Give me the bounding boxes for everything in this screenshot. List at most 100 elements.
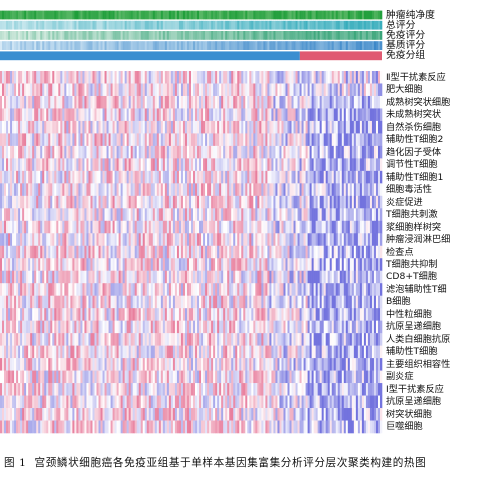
- heatmap-cell: [96, 245, 99, 259]
- heatmap-cell: [76, 270, 79, 284]
- annotation-cell: [259, 41, 262, 50]
- heatmap-cell: [114, 220, 117, 234]
- heatmap-cell: [36, 170, 39, 184]
- heatmap-cell: [221, 258, 224, 272]
- heatmap-cell: [337, 108, 341, 122]
- heatmap-cell: [249, 145, 252, 159]
- heatmap-cell: [335, 170, 339, 184]
- heatmap-cell: [205, 295, 208, 309]
- heatmap-cell: [18, 95, 21, 109]
- annotation-cell: [132, 31, 136, 40]
- heatmap-cell: [30, 170, 33, 184]
- heatmap-cell: [166, 158, 170, 172]
- annotation-cell: [379, 31, 383, 40]
- heatmap-cell: [166, 108, 170, 122]
- heatmap-cell: [331, 320, 335, 334]
- heatmap-cell: [8, 295, 11, 309]
- heatmap-cell: [182, 145, 186, 159]
- heatmap-cell: [269, 71, 272, 84]
- heatmap-cell: [369, 133, 373, 147]
- heatmap-cell: [353, 220, 357, 234]
- heatmap-cell: [347, 83, 351, 97]
- heatmap-cell: [261, 95, 264, 109]
- annotation-cell: [359, 41, 363, 50]
- heatmap-cell: [8, 270, 11, 284]
- annotation-cell: [26, 20, 29, 30]
- heatmap-cell: [42, 333, 45, 346]
- heatmap-cell: [351, 320, 355, 334]
- heatmap-cell: [112, 83, 115, 97]
- annotation-cell: [68, 10, 71, 20]
- heatmap-cell: [26, 308, 29, 321]
- heatmap-cell: [84, 95, 87, 109]
- heatmap-cell: [60, 245, 63, 259]
- heatmap-cell: [367, 208, 371, 222]
- heatmap-cell: [126, 133, 129, 147]
- heatmap-cell: [36, 220, 39, 234]
- annotation-cell: [283, 41, 286, 50]
- heatmap-cell: [132, 120, 136, 134]
- heatmap-cell: [307, 133, 310, 147]
- heatmap-cell: [199, 258, 202, 272]
- heatmap-cell: [132, 283, 136, 296]
- heatmap-cell: [136, 158, 140, 172]
- heatmap-cell: [319, 320, 322, 334]
- heatmap-cell: [215, 295, 218, 309]
- heatmap-cell: [287, 170, 290, 184]
- annotation-cell: [223, 31, 226, 40]
- heatmap-cell: [76, 95, 79, 109]
- heatmap-cell: [307, 220, 310, 234]
- heatmap-cell: [4, 345, 7, 359]
- heatmap-cell: [325, 283, 329, 296]
- heatmap-cell: [22, 295, 25, 309]
- heatmap-cell: [168, 170, 172, 184]
- heatmap-cell: [182, 208, 186, 222]
- heatmap-cell: [355, 158, 359, 172]
- heatmap-cell: [313, 320, 316, 334]
- heatmap-cell: [62, 245, 65, 259]
- heatmap-cell: [178, 71, 182, 84]
- heatmap-cell: [108, 120, 111, 134]
- heatmap-cell: [207, 120, 210, 134]
- heatmap-cell: [355, 183, 359, 197]
- annotation-cell: [12, 31, 15, 40]
- heatmap-cell: [379, 95, 383, 109]
- heatmap-cell: [92, 145, 95, 159]
- heatmap-cell: [84, 233, 87, 247]
- heatmap-cell: [361, 270, 365, 284]
- heatmap-cell: [239, 133, 242, 147]
- heatmap-cell: [319, 120, 322, 134]
- heatmap-cell: [84, 220, 87, 234]
- heatmap-cell: [233, 108, 236, 122]
- heatmap-cell: [154, 195, 158, 209]
- heatmap-cell: [215, 270, 218, 284]
- heatmap-cell: [201, 258, 204, 272]
- heatmap-cell: [363, 258, 367, 272]
- heatmap-cell: [160, 183, 164, 197]
- heatmap-cell: [361, 183, 365, 197]
- heatmap-cell: [94, 108, 97, 122]
- heatmap-cell: [365, 170, 369, 184]
- annotation-cell: [235, 20, 238, 30]
- annotation-cell: [116, 31, 119, 40]
- annotation-cell: [311, 31, 314, 40]
- heatmap-cell: [251, 120, 254, 134]
- heatmap-cell: [219, 283, 222, 296]
- heatmap-cell: [295, 333, 298, 346]
- heatmap-cell: [28, 220, 31, 234]
- heatmap-cell: [331, 195, 335, 209]
- heatmap-cell: [62, 333, 65, 346]
- heatmap-cell: [327, 270, 331, 284]
- heatmap-cell: [261, 283, 264, 296]
- heatmap-cell: [46, 283, 49, 296]
- heatmap-cell: [110, 320, 113, 334]
- heatmap-cell: [166, 133, 170, 147]
- heatmap-cell: [46, 133, 49, 147]
- heatmap-cell: [28, 345, 31, 359]
- heatmap-cell: [193, 320, 196, 334]
- heatmap-cell: [207, 195, 210, 209]
- heatmap-cell: [197, 320, 200, 334]
- heatmap-cell: [247, 108, 250, 122]
- heatmap-cell: [267, 83, 270, 97]
- heatmap-cell: [251, 170, 254, 184]
